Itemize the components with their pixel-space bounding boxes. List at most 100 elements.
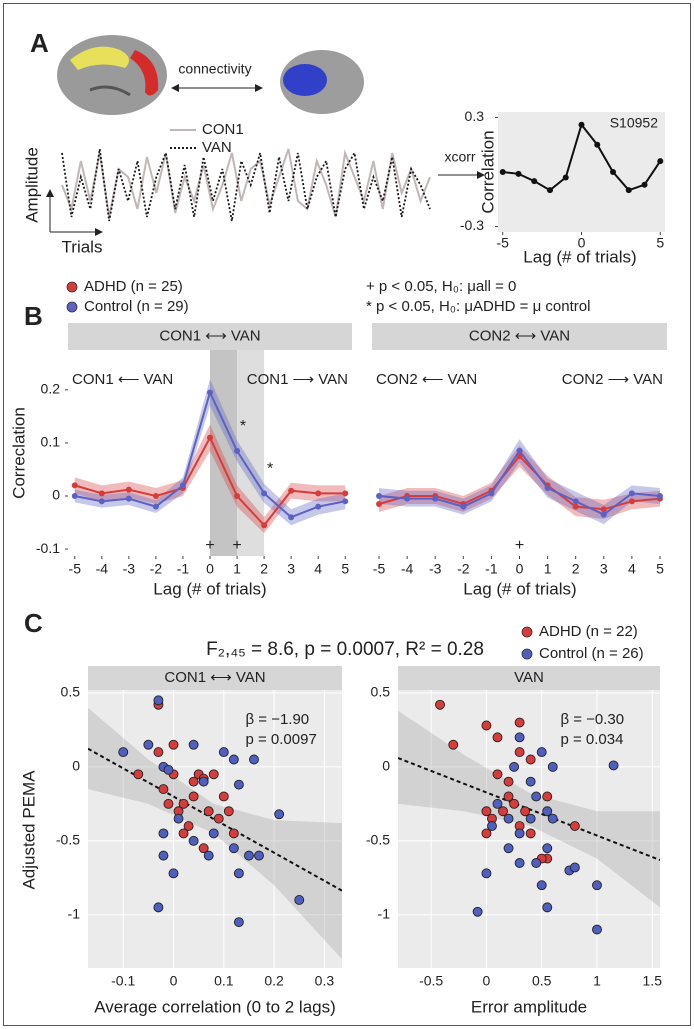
stat-text: p = 0.0097 <box>245 731 316 748</box>
data-point <box>203 850 214 861</box>
data-point <box>547 813 558 824</box>
x-tick-label: -3 <box>123 561 136 577</box>
data-point <box>233 917 244 928</box>
legend-label: VAN <box>202 139 232 156</box>
data-point <box>525 754 536 765</box>
x-tick-label: -3 <box>429 561 442 577</box>
data-point <box>153 747 164 758</box>
error-band <box>74 379 346 526</box>
data-point <box>183 821 194 831</box>
data-point <box>203 806 214 817</box>
data-point <box>514 717 525 728</box>
data-point <box>173 813 184 824</box>
data-point <box>233 868 244 879</box>
data-point <box>503 776 514 787</box>
y-tick-label: 0.3 <box>465 108 485 124</box>
data-point <box>515 170 522 177</box>
data-point <box>178 798 189 809</box>
data-point <box>542 902 553 913</box>
data-point <box>254 850 264 861</box>
x-tick-label: -5 <box>496 235 509 251</box>
legend-marker <box>521 648 533 660</box>
x-axis-label: Lag (# of trials) <box>463 579 576 598</box>
data-point <box>503 843 514 854</box>
strip <box>68 323 352 350</box>
x-tick-label: 0.3 <box>315 973 335 989</box>
data-point <box>71 482 78 489</box>
data-point <box>163 764 174 775</box>
x-tick-label: 0 <box>206 561 214 577</box>
data-point <box>188 791 199 802</box>
legend-marker <box>521 626 533 638</box>
data-point <box>460 503 467 510</box>
plot-background <box>498 112 665 232</box>
y-tick-label: -0.1 <box>36 540 60 556</box>
x-axis-label: Average correlation (0 to 2 lags) <box>94 997 336 1016</box>
chart-title: F₂,₄₅ = 8.6, p = 0.0007, R² = 0.28 <box>206 639 484 660</box>
data-point <box>448 739 459 750</box>
panel-label: A <box>30 28 49 58</box>
region-label: CON1 ⟶ VAN <box>247 371 348 388</box>
data-point <box>542 791 553 802</box>
y-tick-label: -0.3 <box>460 217 484 233</box>
legend-label: ADHD (n = 25) <box>84 278 183 295</box>
legend-label: ADHD (n = 22) <box>539 623 638 640</box>
data-point <box>657 158 664 165</box>
data-point <box>600 506 607 513</box>
data-point <box>71 493 78 500</box>
data-point <box>514 858 525 868</box>
x-tick-label: -4 <box>401 561 414 577</box>
data-point <box>531 178 538 185</box>
x-tick-label: 5 <box>656 235 664 251</box>
data-point <box>432 495 439 502</box>
y-tick-label: -0.5 <box>366 832 390 848</box>
data-point <box>435 699 445 710</box>
stat-text: β = −1.90 <box>245 711 309 728</box>
data-point <box>503 813 514 824</box>
data-point <box>520 806 531 817</box>
x-tick-label: 5 <box>656 561 664 577</box>
data-point <box>499 169 506 175</box>
data-point <box>98 498 105 505</box>
data-point <box>158 784 169 795</box>
data-point <box>531 791 542 802</box>
x-axis-label: Trials <box>62 237 103 256</box>
x-tick-label: 0.5 <box>532 973 552 989</box>
data-point <box>168 868 179 879</box>
strip-title: CON2 ⟷ VAN <box>469 327 570 344</box>
data-point <box>536 747 547 758</box>
data-point <box>244 850 254 861</box>
data-point <box>492 732 503 743</box>
data-point <box>492 798 503 809</box>
x-tick-label: 5 <box>341 561 349 577</box>
data-point <box>481 828 492 839</box>
x-tick-label: 0 <box>516 561 524 577</box>
data-point <box>228 754 239 765</box>
data-point <box>228 843 239 854</box>
data-point <box>261 490 268 497</box>
region-label: CON2 ⟶ VAN <box>562 371 663 388</box>
brain-left <box>57 35 167 115</box>
x-axis-label: Lag (# of trials) <box>153 579 266 598</box>
data-point <box>628 490 635 497</box>
data-point <box>481 720 492 731</box>
x-tick-label: -1 <box>177 561 190 577</box>
x-tick-label: -5 <box>69 561 82 577</box>
data-point <box>234 447 241 454</box>
significance-mark: + <box>232 537 241 554</box>
x-tick-label: 0 <box>170 973 178 989</box>
strip <box>398 666 660 690</box>
stat-text: p = 0.034 <box>560 731 623 748</box>
x-tick-label: -4 <box>96 561 109 577</box>
data-point <box>188 776 199 787</box>
data-point <box>516 447 523 454</box>
x-tick-label: 1 <box>593 973 601 989</box>
x-tick-label: 4 <box>314 561 322 577</box>
x-tick-label: 2 <box>260 561 268 577</box>
strip-title: VAN <box>514 669 544 686</box>
data-point <box>525 828 536 839</box>
data-point <box>656 493 663 500</box>
data-point <box>207 389 213 396</box>
data-point <box>158 850 169 861</box>
legend-marker <box>66 281 78 293</box>
